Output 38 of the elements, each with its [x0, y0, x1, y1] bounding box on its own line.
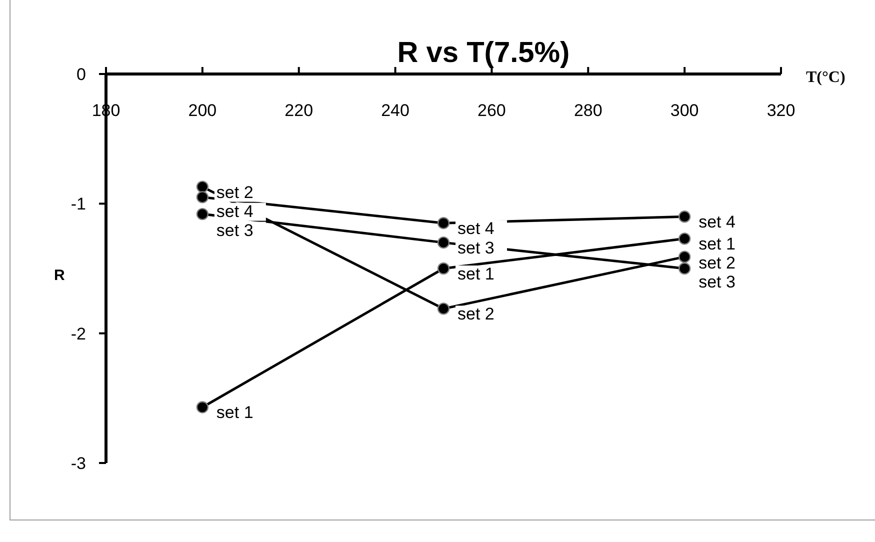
chart-title: R vs T(7.5%) — [397, 37, 570, 69]
point — [437, 217, 450, 230]
y-tick-label: -1 — [70, 194, 86, 214]
text: set 1 — [216, 403, 254, 422]
point — [678, 262, 691, 275]
x-axis-title: T(°C) — [806, 69, 846, 86]
point — [196, 401, 209, 414]
x-tick-label: 280 — [574, 101, 602, 120]
point — [437, 302, 450, 315]
text: set 2 — [698, 254, 736, 273]
x-tick-label: 200 — [188, 101, 217, 120]
point — [437, 262, 450, 275]
x-tick-label: 320 — [766, 101, 796, 120]
x-tick-label: 260 — [478, 101, 506, 120]
x-tick-label: 220 — [284, 101, 314, 120]
text: set 3 — [216, 220, 254, 240]
text: set 3 — [698, 272, 736, 292]
text: set 1 — [698, 234, 736, 254]
point — [678, 250, 691, 263]
y-tick-label: 0 — [76, 65, 86, 84]
series-label: set 4 — [216, 202, 254, 221]
point — [196, 180, 209, 193]
series-label: set 3 — [458, 238, 494, 258]
point — [437, 236, 450, 249]
y-axis-title: R — [54, 267, 65, 284]
y-tick-label: -2 — [70, 324, 86, 344]
text: set 2 — [216, 182, 254, 202]
point — [678, 210, 691, 223]
series-label: set 1 — [458, 264, 494, 284]
text: set 4 — [698, 212, 736, 232]
x-tick-label: 240 — [381, 101, 410, 120]
point — [678, 232, 691, 245]
y-tick-label: -3 — [70, 454, 86, 473]
x-tick-label: 300 — [670, 101, 699, 120]
point — [196, 208, 209, 220]
point — [196, 191, 209, 204]
series-label: set 2 — [458, 304, 494, 324]
text: set 4 — [458, 219, 494, 238]
